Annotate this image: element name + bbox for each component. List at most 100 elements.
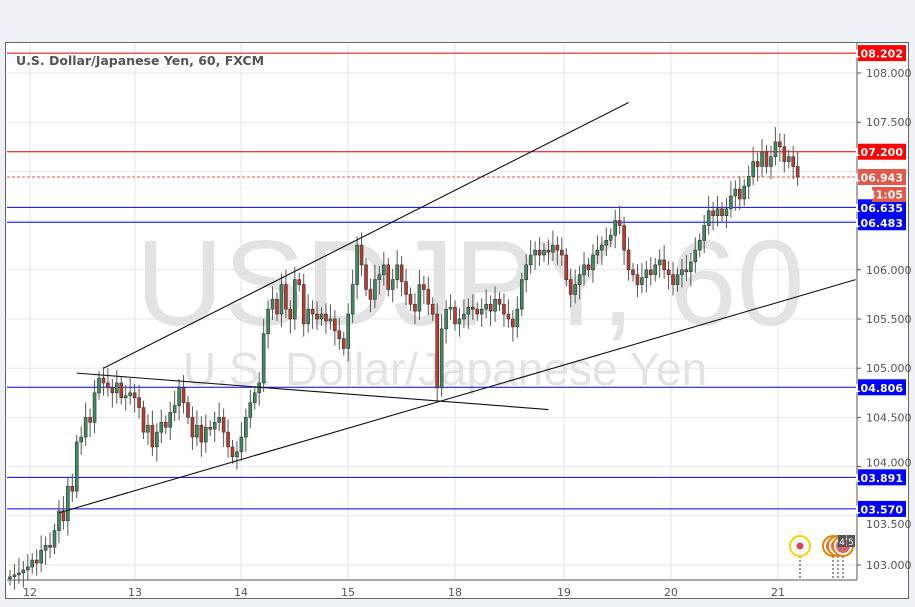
candle-up — [493, 299, 497, 312]
date-tick-label: 14 — [234, 586, 248, 599]
candle-down — [288, 308, 293, 320]
candle-down — [163, 422, 168, 428]
candle-up — [79, 436, 83, 443]
candle-down — [386, 264, 391, 290]
candle-up — [83, 417, 88, 438]
price-tick-label: 104.500 — [866, 411, 912, 424]
candle-up — [97, 377, 101, 394]
candle-down — [564, 254, 569, 280]
price-level-label: 106.635 — [853, 202, 903, 215]
candle-up — [244, 417, 248, 438]
watermark-symbol: USDJPY, 60 — [135, 215, 804, 351]
current-price-label: 106.943 — [853, 172, 903, 185]
candle-up — [444, 308, 448, 330]
candle-down — [364, 264, 368, 290]
candle-up — [319, 313, 324, 320]
candle-down — [226, 431, 230, 448]
candle-up — [751, 161, 755, 177]
candle-down — [230, 446, 235, 458]
candle-down — [506, 313, 511, 320]
candle-down — [315, 313, 319, 320]
candle-up — [195, 424, 199, 438]
candle-up — [212, 422, 217, 430]
candle-up — [248, 402, 253, 418]
candle-down — [181, 387, 186, 403]
candle-up — [640, 277, 644, 285]
candle-down — [737, 188, 742, 200]
candle-down — [778, 141, 782, 148]
price-tick-label: 108.000 — [866, 67, 912, 80]
candle-up — [457, 318, 462, 325]
candle-up — [355, 244, 359, 285]
candle-up — [257, 382, 262, 394]
candle-down — [631, 269, 635, 276]
candle-up — [479, 308, 484, 315]
candle-up — [159, 422, 164, 433]
candle-down — [711, 210, 715, 216]
candle-down — [475, 308, 480, 315]
candle-up — [542, 249, 546, 256]
candle-up — [390, 279, 395, 290]
event-count-badge — [847, 535, 855, 547]
candle-down — [301, 284, 306, 325]
candle-up — [239, 436, 244, 453]
price-tick-label: 104.000 — [866, 456, 912, 469]
candle-down — [359, 244, 364, 266]
candle-down — [662, 259, 666, 271]
candle-up — [57, 510, 61, 531]
candle-up — [43, 545, 48, 551]
candle-up — [657, 259, 662, 266]
candle-up — [52, 530, 57, 548]
candle-down — [310, 308, 315, 315]
price-level-badge — [858, 469, 906, 486]
candle-up — [644, 269, 649, 278]
candle-up — [17, 572, 21, 576]
chart-title: U.S. Dollar/Japanese Yen, 60, FXCM — [16, 53, 265, 68]
candle-up — [675, 274, 680, 285]
candle-down — [497, 299, 502, 305]
candle-up — [760, 151, 764, 167]
candle-up — [25, 566, 30, 571]
candle-down — [368, 289, 373, 300]
candle-up — [266, 308, 270, 335]
candle-down — [337, 330, 342, 339]
candle-down — [70, 485, 75, 492]
trendline — [103, 102, 629, 369]
candle-down — [186, 402, 190, 418]
candle-down — [190, 417, 195, 438]
candle-up — [466, 306, 471, 315]
candle-up — [786, 156, 791, 162]
candle-up — [524, 264, 529, 280]
countdown-label: 41:05 — [868, 189, 903, 202]
candle-up — [417, 284, 422, 312]
candle-up — [328, 318, 333, 322]
candle-up — [604, 239, 609, 246]
candle-down — [470, 306, 475, 310]
candle-up — [39, 549, 43, 564]
candle-down — [568, 279, 573, 295]
price-level-label: 106.483 — [853, 217, 903, 230]
candle-up — [30, 559, 35, 568]
price-level-badge — [858, 143, 906, 160]
price-level-badge — [858, 214, 906, 231]
candle-up — [346, 313, 351, 349]
date-tick-label: 19 — [557, 586, 571, 599]
candle-down — [341, 338, 346, 349]
price-tick-label: 103.000 — [866, 559, 912, 572]
price-tick-label: 105.000 — [866, 362, 912, 375]
candle-up — [653, 264, 658, 276]
candle-up — [715, 208, 720, 216]
candle-down — [755, 161, 760, 167]
candle-down — [208, 426, 213, 430]
candle-up — [115, 382, 119, 394]
candle-up — [279, 284, 284, 315]
candle-up — [74, 441, 79, 492]
candle-up — [746, 176, 751, 187]
candle-up — [533, 249, 537, 256]
candle-down — [88, 417, 92, 423]
candle-up — [689, 261, 693, 273]
candle-down — [324, 313, 328, 322]
price-level-badge — [858, 379, 906, 396]
candle-up — [551, 244, 555, 253]
